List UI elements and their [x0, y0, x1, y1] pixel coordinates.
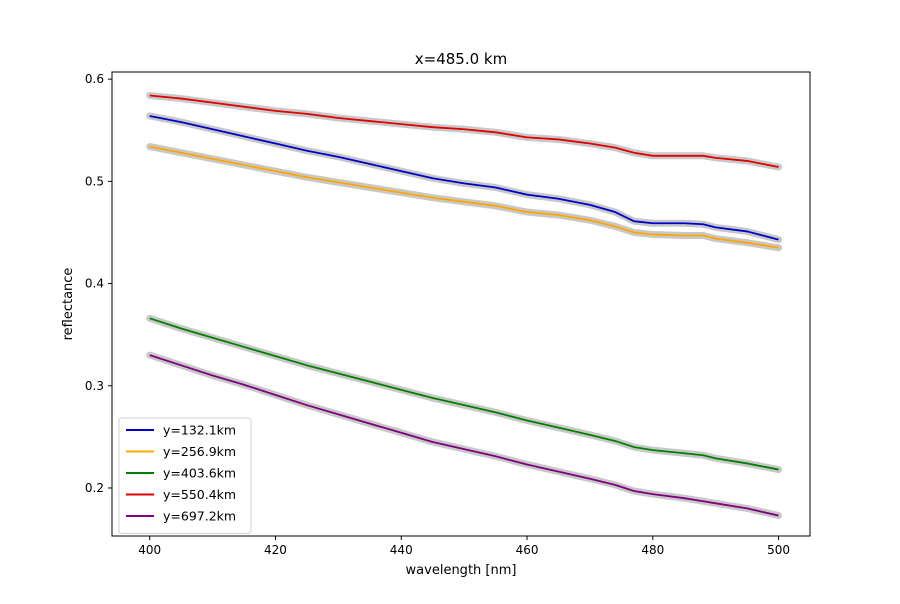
series-lines — [149, 94, 779, 517]
legend-label-2: y=256.9km — [163, 444, 236, 459]
legend-box — [118, 417, 252, 534]
series-line-2 — [149, 145, 779, 249]
x-tick-label: 480 — [641, 543, 664, 557]
x-tick-label: 460 — [516, 543, 539, 557]
x-tick-label: 400 — [138, 543, 161, 557]
y-tick-label: 0.6 — [85, 72, 104, 86]
chart-title: x=485.0 km — [415, 50, 507, 68]
legend-label-4: y=550.4km — [163, 487, 236, 502]
series-line-3 — [149, 317, 779, 471]
x-axis-ticks: 400 420 440 460 480 500 — [138, 536, 790, 557]
plot-frame — [111, 71, 811, 537]
y-axis-label: reflectance — [61, 268, 76, 341]
x-tick-label: 500 — [767, 543, 790, 557]
x-axis-label: wavelength [nm] — [406, 563, 517, 578]
y-tick-label: 0.5 — [85, 174, 104, 188]
y-axis-ticks: 0.2 0.3 0.4 0.5 0.6 — [85, 72, 112, 495]
y-tick-label: 0.3 — [85, 379, 104, 393]
y-tick-label: 0.2 — [85, 481, 104, 495]
series-line-1 — [149, 115, 779, 241]
x-tick-label: 420 — [264, 543, 287, 557]
x-tick-label: 440 — [390, 543, 413, 557]
series-line-4 — [149, 94, 779, 168]
legend-label-3: y=403.6km — [163, 466, 236, 481]
series-band-2 — [146, 143, 783, 252]
legend: y=132.1km y=256.9km y=403.6km y=550.4km y=69… — [118, 417, 252, 534]
series-line-5 — [149, 354, 779, 517]
legend-label-5: y=697.2km — [163, 509, 236, 524]
legend-label-1: y=132.1km — [163, 423, 236, 438]
series-band-1 — [146, 112, 783, 244]
y-tick-label: 0.4 — [85, 277, 104, 291]
